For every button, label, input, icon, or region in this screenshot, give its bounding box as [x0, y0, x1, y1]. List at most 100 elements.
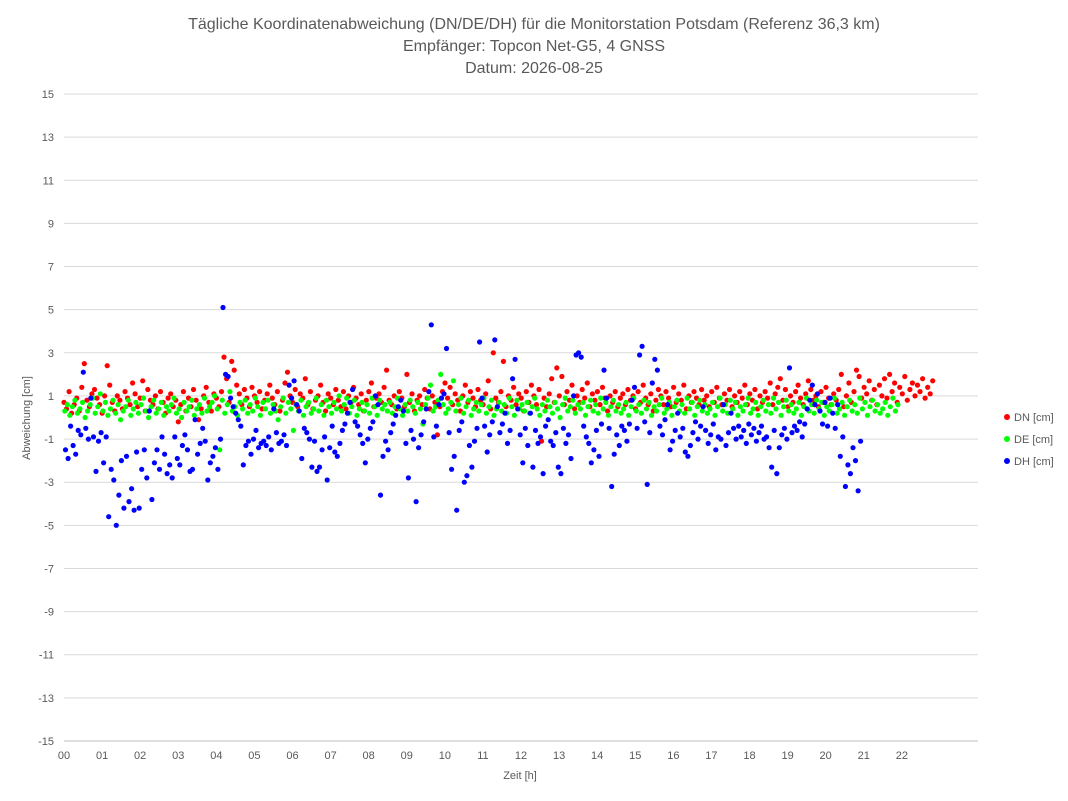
data-point	[202, 438, 208, 444]
data-point	[467, 389, 473, 395]
data-point	[218, 389, 225, 395]
data-point	[892, 408, 899, 414]
data-point	[535, 440, 541, 446]
data-point	[601, 367, 607, 373]
data-point	[307, 389, 313, 395]
x-tick-label: 08	[363, 750, 375, 762]
x-tick-label: 01	[96, 750, 108, 762]
data-point	[717, 395, 723, 401]
data-point	[311, 406, 317, 412]
x-tick-label: 15	[629, 750, 641, 762]
data-point	[466, 442, 472, 449]
data-point	[372, 393, 378, 399]
data-point	[222, 410, 228, 416]
data-point	[659, 432, 666, 438]
data-point	[753, 438, 760, 444]
data-point	[770, 402, 776, 408]
data-point	[814, 397, 820, 403]
data-point	[267, 410, 274, 416]
data-point	[771, 427, 777, 433]
data-point	[278, 438, 284, 444]
data-point	[617, 395, 623, 401]
data-point	[776, 445, 782, 451]
data-point	[528, 382, 535, 388]
data-point	[899, 391, 905, 397]
data-point	[578, 354, 584, 360]
data-point	[228, 395, 234, 401]
data-point	[568, 455, 574, 462]
data-point	[412, 410, 418, 416]
data-point	[260, 399, 266, 405]
data-point	[712, 412, 718, 418]
data-point	[254, 399, 260, 405]
data-point	[689, 399, 695, 405]
data-point	[842, 483, 849, 490]
data-point	[687, 442, 694, 449]
data-point	[190, 386, 197, 393]
data-point	[853, 367, 860, 373]
data-point	[487, 432, 493, 438]
data-point	[502, 410, 508, 416]
data-point	[127, 402, 133, 408]
data-point	[485, 378, 491, 384]
data-point	[350, 386, 356, 393]
data-point	[225, 373, 231, 380]
data-point	[292, 386, 298, 393]
data-point	[173, 410, 180, 416]
data-point	[122, 389, 128, 395]
data-point	[510, 384, 517, 390]
data-point	[278, 404, 284, 410]
data-point	[443, 345, 450, 352]
data-point	[75, 427, 81, 433]
data-point	[138, 402, 144, 408]
data-point	[663, 389, 669, 395]
data-point	[426, 389, 432, 395]
data-point	[303, 404, 309, 410]
data-point	[464, 473, 470, 479]
data-point	[643, 406, 650, 412]
data-point	[72, 397, 78, 403]
data-point	[606, 425, 612, 431]
data-point	[469, 464, 475, 470]
data-point	[360, 440, 366, 446]
data-point	[677, 434, 683, 440]
data-point	[648, 412, 655, 418]
data-point	[180, 389, 186, 395]
data-point	[675, 410, 681, 416]
data-point	[268, 447, 274, 453]
data-point	[757, 393, 763, 399]
data-point	[88, 395, 94, 401]
data-point	[362, 460, 368, 466]
data-point	[885, 412, 891, 418]
data-point	[445, 395, 451, 401]
data-point	[524, 399, 530, 405]
data-point	[549, 376, 555, 382]
data-point	[145, 386, 151, 393]
x-tick-label: 13	[553, 750, 565, 762]
data-point	[422, 402, 429, 408]
data-point	[441, 391, 447, 397]
data-point	[709, 389, 715, 395]
data-point	[64, 402, 70, 408]
data-point	[781, 425, 788, 431]
data-point	[499, 421, 505, 427]
data-point	[484, 449, 490, 455]
data-point	[765, 402, 772, 408]
data-point	[140, 395, 147, 401]
data-point	[134, 449, 140, 455]
data-point	[746, 421, 752, 427]
data-point	[210, 453, 216, 459]
data-point	[629, 397, 635, 403]
data-point	[745, 395, 751, 401]
data-point	[821, 412, 827, 418]
data-point	[440, 402, 446, 408]
data-point	[925, 384, 931, 390]
data-point	[97, 391, 103, 397]
data-point	[174, 455, 180, 462]
data-point	[669, 412, 675, 418]
data-point	[558, 471, 564, 477]
data-point	[90, 434, 97, 440]
data-point	[300, 412, 307, 418]
data-point	[552, 399, 558, 405]
